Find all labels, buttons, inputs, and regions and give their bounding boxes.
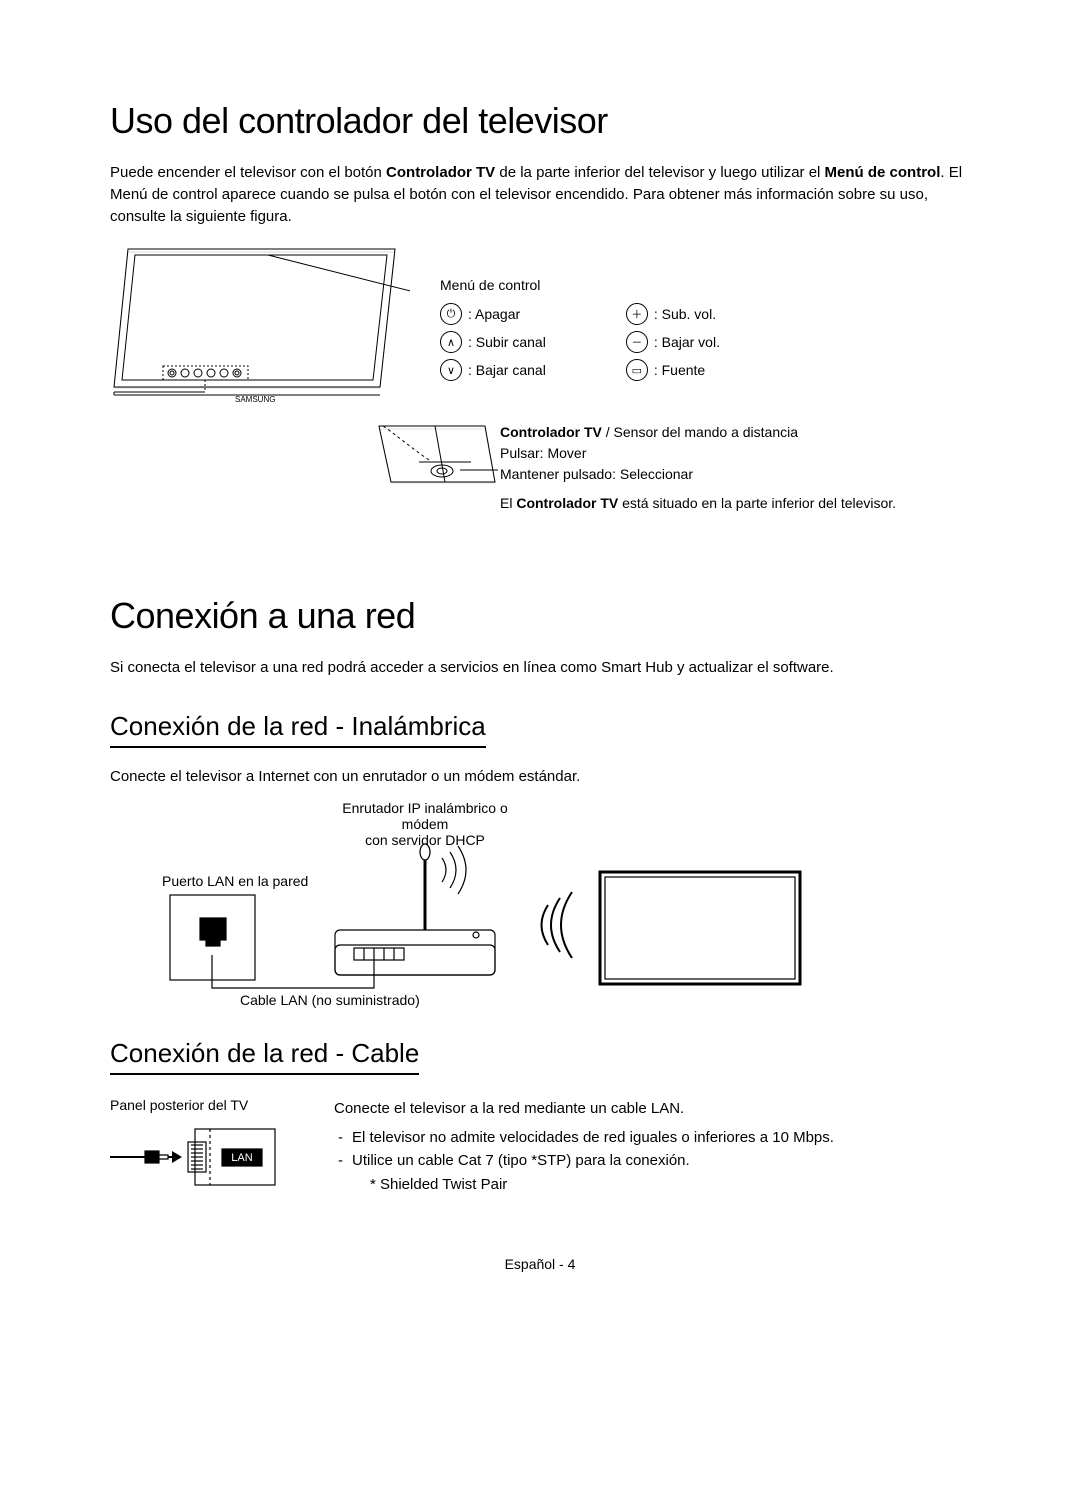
intro-text-1: Puede encender el televisor con el botón… <box>110 162 970 227</box>
lan-label: LAN <box>231 1152 252 1164</box>
source-icon: ▭ <box>626 359 648 381</box>
back-panel-label: Panel posterior del TV <box>110 1097 310 1113</box>
minus-icon: － <box>626 331 648 353</box>
ctl-channel-down: ∨ : Bajar canal <box>440 359 546 381</box>
control-col-left: ⏻ : Apagar ∧ : Subir canal ∨ : Bajar can… <box>440 303 546 387</box>
section-network: Conexión a una red Si conecta el televis… <box>110 595 970 1196</box>
ctl-channel-up: ∧ : Subir canal <box>440 331 546 353</box>
controller-description: Controlador TV / Sensor del mando a dist… <box>500 422 980 514</box>
ctl-source-label: : Fuente <box>654 362 705 378</box>
control-menu-panel: Menú de control ⏻ : Apagar ∧ : Subir can… <box>440 277 720 387</box>
control-menu-label: Menú de control <box>440 277 720 293</box>
ctl-vol-up-label: : Sub. vol. <box>654 306 716 322</box>
cable-intro: Conecte el televisor a la red mediante u… <box>334 1097 970 1120</box>
tv-illustration: SAMSUNG <box>110 247 410 422</box>
back-panel-wrap: Panel posterior del TV <box>110 1097 310 1196</box>
controller-line-1: Controlador TV / Sensor del mando a dist… <box>500 422 980 443</box>
section-tv-controller: Uso del controlador del televisor Puede … <box>110 100 970 547</box>
svg-text:SAMSUNG: SAMSUNG <box>235 395 275 404</box>
power-icon: ⏻ <box>440 303 462 325</box>
controller-line-2: Pulsar: Mover <box>500 443 980 464</box>
ctl-channel-down-label: : Bajar canal <box>468 362 546 378</box>
intro-text-2: Si conecta el televisor a una red podrá … <box>110 657 970 679</box>
cable-subnote: * Shielded Twist Pair <box>334 1173 970 1196</box>
wireless-diagram: Enrutador IP inalámbrico o módemcon serv… <box>110 800 970 1010</box>
heading-wireless: Conexión de la red - Inalámbrica <box>110 711 486 748</box>
chevron-down-icon: ∨ <box>440 359 462 381</box>
heading-cable: Conexión de la red - Cable <box>110 1038 419 1075</box>
control-col-right: ＋ : Sub. vol. － : Bajar vol. ▭ : Fuente <box>626 303 720 387</box>
wireless-svg <box>110 800 810 1010</box>
ctl-power: ⏻ : Apagar <box>440 303 546 325</box>
cable-li-2: Utilice un cable Cat 7 (tipo *STP) para … <box>334 1149 970 1172</box>
tv-controller-closeup <box>375 422 500 507</box>
plus-icon: ＋ <box>626 303 648 325</box>
chevron-up-icon: ∧ <box>440 331 462 353</box>
cable-content: Conecte el televisor a la red mediante u… <box>334 1097 970 1196</box>
controller-line-4: El Controlador TV está situado en la par… <box>500 493 980 514</box>
heading-uso-controlador: Uso del controlador del televisor <box>110 100 970 142</box>
ctl-vol-up: ＋ : Sub. vol. <box>626 303 720 325</box>
ctl-source: ▭ : Fuente <box>626 359 720 381</box>
controller-line-3: Mantener pulsado: Seleccionar <box>500 464 980 485</box>
back-panel-svg: LAN <box>110 1127 290 1187</box>
cable-li-1: El televisor no admite velocidades de re… <box>334 1126 970 1149</box>
heading-conexion-red: Conexión a una red <box>110 595 970 637</box>
page-footer: Español - 4 <box>110 1256 970 1272</box>
section-cable: Conexión de la red - Cable Panel posteri… <box>110 1038 970 1196</box>
wireless-text: Conecte el televisor a Internet con un e… <box>110 766 970 788</box>
ctl-vol-down-label: : Bajar vol. <box>654 334 720 350</box>
tv-diagram: SAMSUNG Menú de control <box>110 247 970 547</box>
ctl-power-label: : Apagar <box>468 306 520 322</box>
cable-list: El televisor no admite velocidades de re… <box>334 1126 970 1173</box>
ctl-vol-down: － : Bajar vol. <box>626 331 720 353</box>
ctl-channel-up-label: : Subir canal <box>468 334 546 350</box>
